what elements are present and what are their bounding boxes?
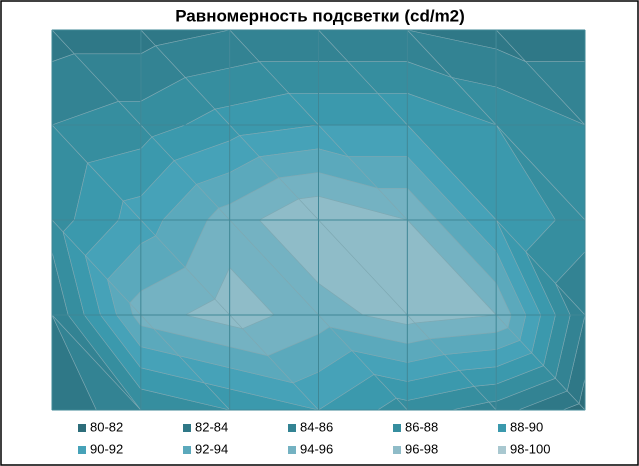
legend-label: 82-84: [195, 419, 228, 434]
legend-label: 94-96: [300, 441, 333, 456]
legend-label: 84-86: [300, 419, 333, 434]
legend-swatch: [498, 446, 506, 454]
legend-label: 96-98: [405, 441, 438, 456]
legend-label: 88-90: [510, 419, 543, 434]
legend-label: 92-94: [195, 441, 228, 456]
legend-swatch: [288, 446, 296, 454]
legend-swatch: [498, 424, 506, 432]
legend: 80-82 82-84 84-86 86-88 88-90 90-92 92-94 94-96…: [78, 419, 550, 456]
plot-area: [51, 29, 586, 411]
legend-swatch: [288, 424, 296, 432]
legend-label: 90-92: [90, 441, 123, 456]
legend-swatch: [78, 424, 86, 432]
legend-label: 86-88: [405, 419, 438, 434]
legend-swatch: [393, 424, 401, 432]
chart-title: Равномерность подсветки (cd/m2): [175, 6, 465, 25]
legend-label: 98-100: [510, 441, 550, 456]
legend-swatch: [183, 424, 191, 432]
legend-label: 80-82: [90, 419, 123, 434]
legend-swatch: [393, 446, 401, 454]
legend-swatch: [183, 446, 191, 454]
legend-swatch: [78, 446, 86, 454]
